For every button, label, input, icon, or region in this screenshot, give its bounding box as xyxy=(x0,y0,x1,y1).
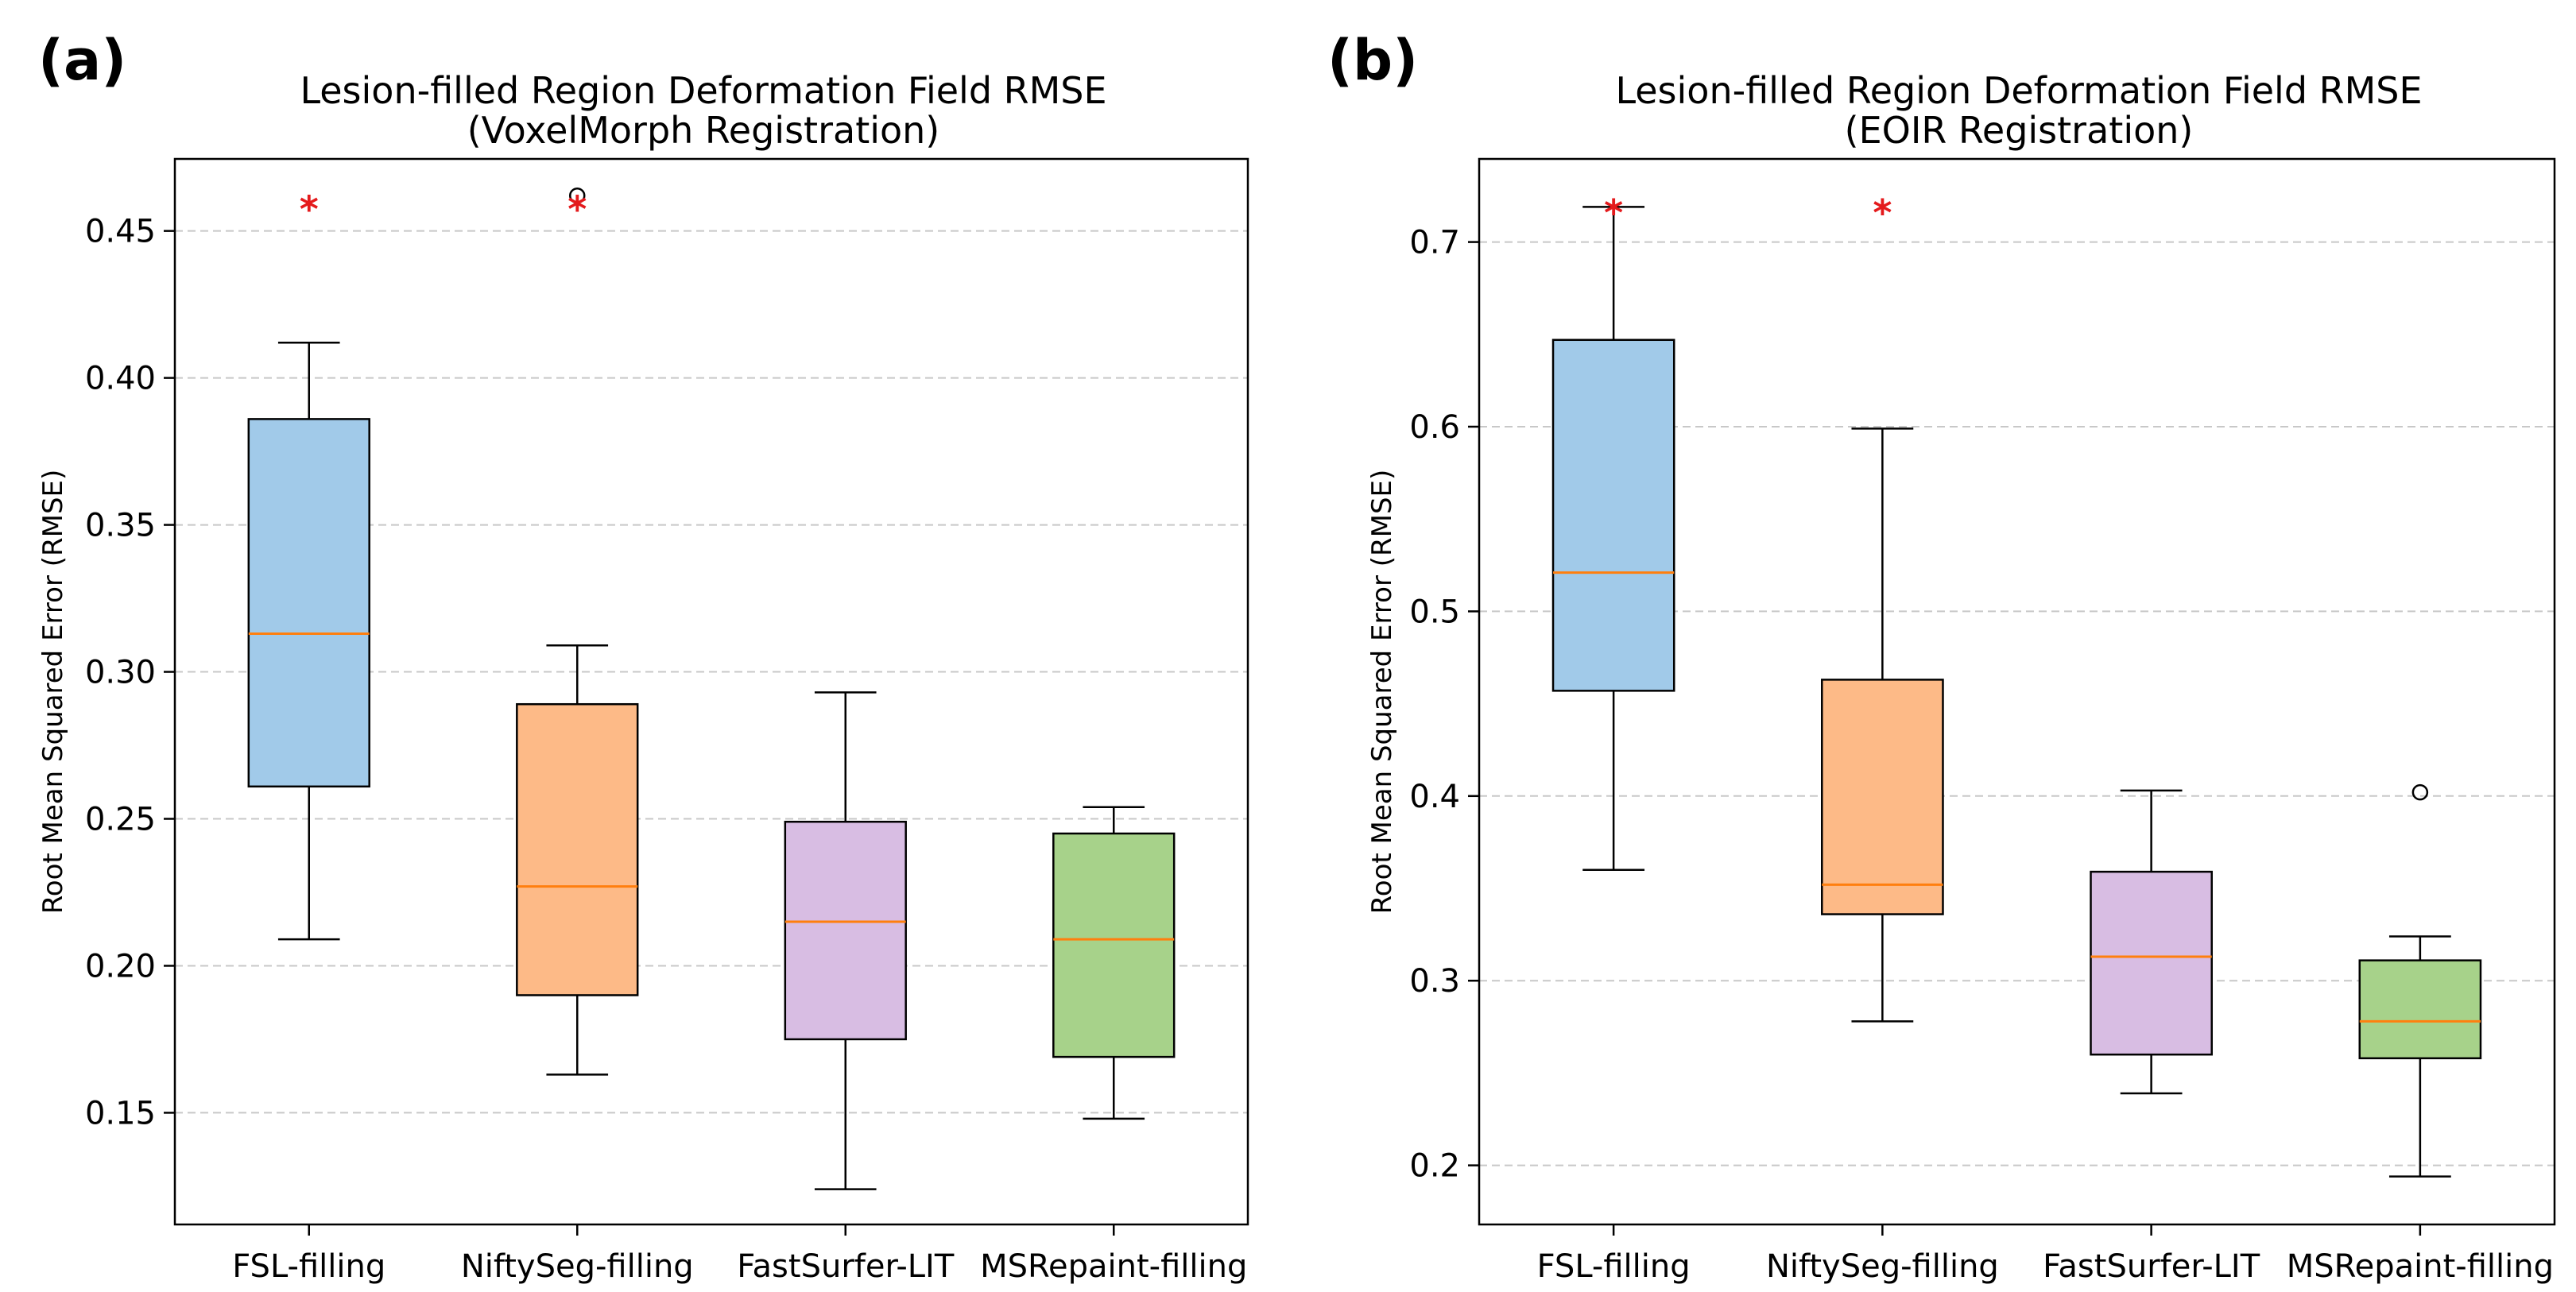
x-tick-label: FSL-filling xyxy=(232,1248,385,1285)
box-2 xyxy=(784,691,907,1190)
x-tick-label: FastSurfer-LIT xyxy=(2043,1248,2260,1285)
y-tick-label: 0.6 xyxy=(1409,409,1460,446)
y-tick-label: 0.4 xyxy=(1409,779,1460,815)
panel-label: (b) xyxy=(1327,28,1418,93)
y-tick-label: 0.40 xyxy=(85,361,156,397)
y-tick-label: 0.30 xyxy=(85,655,156,691)
panel-label: (a) xyxy=(38,28,126,93)
y-tick-label: 0.2 xyxy=(1409,1148,1460,1185)
y-tick-label: 0.20 xyxy=(85,948,156,984)
chart-panel-0: (a) Lesion-filled Region Deformation Fiel… xyxy=(37,28,1249,1285)
y-tick-label: 0.5 xyxy=(1409,594,1460,630)
box-1 xyxy=(516,187,639,1076)
significance-marker: * xyxy=(300,188,319,231)
significance-marker: * xyxy=(1873,191,1892,234)
chart-title: Lesion-filled Region Deformation Field R… xyxy=(300,69,1106,112)
x-tick-label: NiftySeg-filling xyxy=(1766,1248,1999,1285)
box-2 xyxy=(2090,789,2213,1095)
x-tick-label: NiftySeg-filling xyxy=(461,1248,694,1285)
significance-marker: * xyxy=(567,188,587,231)
outlier-point xyxy=(569,187,586,204)
box-body xyxy=(2358,959,2482,1060)
box-0 xyxy=(247,341,370,941)
y-tick-label: 0.25 xyxy=(85,801,156,837)
plot-frame xyxy=(173,157,1249,1226)
box-0 xyxy=(1551,206,1675,872)
x-tick-label: MSRepaint-filling xyxy=(2287,1248,2554,1285)
y-tick-label: 0.45 xyxy=(85,214,156,250)
box-body xyxy=(1821,679,1944,915)
chart-subtitle: (VoxelMorph Registration) xyxy=(467,109,940,152)
box-body xyxy=(2090,870,2213,1056)
significance-marker: * xyxy=(1604,191,1623,234)
x-tick-label: MSRepaint-filling xyxy=(980,1248,1247,1285)
plot-frame xyxy=(1478,157,2556,1226)
box-3 xyxy=(1052,806,1176,1120)
y-axis-label: Root Mean Squared Error (RMSE) xyxy=(1366,470,1398,915)
y-axis-label: Root Mean Squared Error (RMSE) xyxy=(37,470,69,915)
box-body xyxy=(1052,832,1176,1058)
box-1 xyxy=(1821,427,1944,1023)
outlier-point xyxy=(2411,783,2429,801)
box-body xyxy=(247,418,370,788)
chart-panel-1: (b) Lesion-filled Region Deformation Fiel… xyxy=(1327,28,2556,1285)
x-tick-label: FSL-filling xyxy=(1537,1248,1691,1285)
box-body xyxy=(1551,338,1675,692)
box-body xyxy=(516,702,639,996)
y-tick-label: 0.3 xyxy=(1409,963,1460,1000)
chart-subtitle: (EOIR Registration) xyxy=(1845,109,2194,152)
box-3 xyxy=(2358,783,2482,1178)
y-tick-label: 0.7 xyxy=(1409,225,1460,261)
y-tick-label: 0.15 xyxy=(85,1095,156,1131)
box-body xyxy=(784,820,907,1041)
chart-title: Lesion-filled Region Deformation Field R… xyxy=(1615,69,2422,112)
x-tick-label: FastSurfer-LIT xyxy=(737,1248,955,1285)
y-tick-label: 0.35 xyxy=(85,508,156,544)
